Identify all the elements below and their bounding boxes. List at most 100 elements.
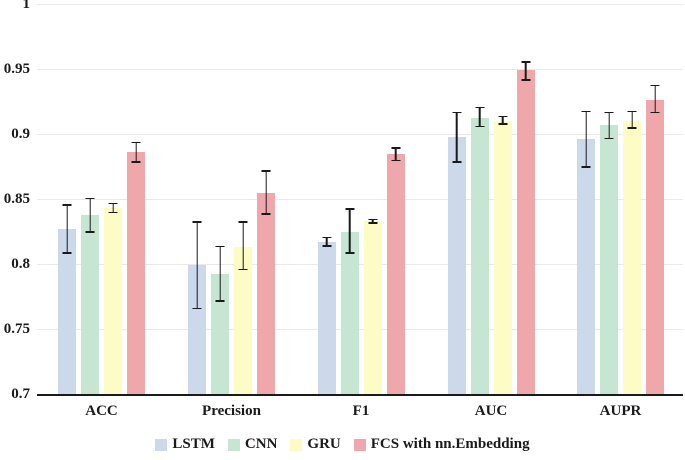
error-cap-bottom (604, 137, 614, 140)
bar (386, 153, 405, 394)
bar-wrap (447, 4, 466, 394)
error-line (524, 61, 527, 81)
error-bar (498, 115, 507, 125)
error-line (219, 245, 221, 302)
error-line (196, 221, 198, 310)
bar-wrap (257, 4, 275, 394)
error-cap-top (192, 221, 202, 223)
bar (234, 247, 252, 394)
category-label-auc: AUC (474, 403, 508, 419)
bar-wrap (386, 4, 405, 394)
y-tick-label: 0.75 (3, 321, 30, 337)
error-cap-bottom (62, 251, 72, 254)
bar-wrap (127, 4, 145, 394)
error-line (66, 204, 68, 254)
error-bar (131, 141, 141, 163)
error-cap-top (650, 84, 660, 87)
error-line (631, 110, 633, 129)
error-line (325, 236, 328, 248)
error-line (501, 115, 504, 125)
bar (470, 118, 489, 394)
error-bar (604, 111, 614, 140)
legend-label: CNN (244, 436, 278, 452)
error-bar (345, 208, 354, 254)
error-bar (521, 61, 530, 81)
bar (646, 100, 664, 394)
error-cap-bottom (322, 245, 331, 248)
bar-wrap (600, 4, 618, 394)
category-label-acc: ACC (85, 403, 118, 419)
error-line (135, 141, 137, 163)
bar-group-auc (447, 4, 535, 394)
error-cap-bottom (345, 252, 354, 254)
error-line (89, 197, 91, 233)
gridline (37, 264, 683, 265)
error-cap-top (261, 170, 271, 172)
error-line (654, 84, 656, 114)
legend-item: CNN (227, 436, 278, 453)
error-cap-bottom (650, 111, 660, 114)
error-bar (238, 221, 248, 271)
error-bar (650, 84, 660, 114)
error-cap-top (391, 147, 400, 149)
bar (340, 231, 359, 394)
bar (317, 241, 336, 394)
error-cap-top (131, 141, 141, 144)
bar (104, 208, 122, 394)
error-cap-top (85, 197, 95, 200)
y-tick-label: 0.8 (11, 256, 30, 272)
y-tick-label: 0.7 (11, 386, 30, 402)
error-bar (581, 110, 591, 168)
error-cap-top (498, 115, 507, 118)
bar (81, 214, 99, 394)
bar-wrap (470, 4, 489, 394)
error-cap-bottom (391, 159, 400, 162)
error-line (242, 221, 244, 271)
y-tick-label: 0.95 (3, 61, 30, 77)
error-cap-top (604, 111, 614, 114)
bar-wrap (516, 4, 535, 394)
error-bar (85, 197, 95, 233)
category-label-precision: Precision (202, 403, 261, 419)
error-cap-bottom (215, 300, 225, 302)
bar-group-acc (58, 4, 145, 394)
bar-wrap (81, 4, 99, 394)
error-line (112, 202, 114, 214)
error-cap-top (62, 204, 72, 206)
error-bar (261, 170, 271, 215)
bar-wrap (188, 4, 206, 394)
error-line (265, 170, 267, 215)
error-cap-bottom (192, 307, 202, 310)
error-bar (215, 245, 225, 302)
legend-swatch-icon (155, 438, 168, 451)
error-cap-top (627, 110, 637, 113)
plot-area (37, 4, 683, 394)
bar-group-f1 (317, 4, 405, 394)
bar-wrap (623, 4, 641, 394)
bar-wrap (58, 4, 76, 394)
category-label-aupr: AUPR (599, 403, 642, 419)
error-cap-top (368, 218, 377, 221)
error-line (455, 111, 458, 163)
legend-item: FCS with nn.Embedding (353, 436, 530, 453)
legend-label: FCS with nn.Embedding (370, 436, 530, 452)
legend-swatch-icon (353, 438, 366, 451)
gridline (37, 199, 683, 200)
bar (516, 70, 535, 394)
bar-wrap (211, 4, 229, 394)
error-cap-bottom (498, 123, 507, 125)
legend-item: LSTM (155, 436, 215, 453)
error-bar (322, 236, 331, 248)
error-cap-bottom (581, 166, 591, 168)
error-cap-bottom (521, 79, 530, 81)
x-axis-line (37, 393, 683, 396)
bar (211, 274, 229, 394)
bar (600, 124, 618, 394)
bar (58, 228, 76, 394)
error-bar (475, 106, 484, 128)
error-bar (368, 218, 377, 224)
bar (188, 265, 206, 394)
bar (623, 121, 641, 394)
error-cap-top (581, 110, 591, 113)
error-cap-bottom (475, 125, 484, 128)
